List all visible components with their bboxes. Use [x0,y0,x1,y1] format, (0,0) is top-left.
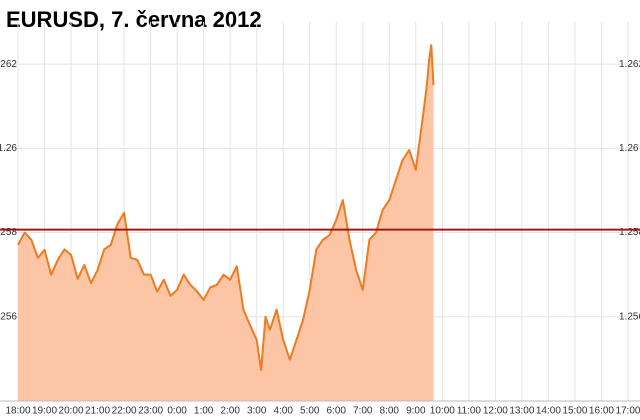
x-tick-label: 2:00 [220,406,240,417]
y2-tick-label: 1.262 [619,59,640,70]
x-tick-label: 22:00 [112,406,137,417]
x-tick-label: 9:00 [406,406,426,417]
x-tick-label: 1:00 [194,406,214,417]
x-tick-label: 12:00 [483,406,508,417]
x-tick-label: 11:00 [457,406,482,417]
x-tick-label: 23:00 [138,406,163,417]
x-tick-label: 14:00 [536,406,561,417]
x-tick-label: 5:00 [300,406,320,417]
y-tick-label: 1.262 [0,59,17,70]
x-tick-label: 0:00 [167,406,187,417]
x-tick-label: 3:00 [247,406,267,417]
area [18,45,434,401]
x-tick-label: 8:00 [380,406,400,417]
x-tick-label: 15:00 [562,406,587,417]
y-tick-label: 1.26 [0,143,17,154]
x-tick-label: 7:00 [353,406,373,417]
x-tick-label: 4:00 [273,406,293,417]
y2-tick-label: 1.256 [619,311,640,322]
x-tick-label: 13:00 [509,406,534,417]
y-tick-label: 1.256 [0,311,17,322]
y2-tick-label: 1.258 [619,227,640,238]
y2-tick-label: 1.26 [619,143,639,154]
x-tick-label: 10:00 [430,406,455,417]
x-tick-label: 6:00 [327,406,347,417]
line [17,44,435,371]
x-tick-label: 21:00 [85,406,110,417]
x-tick-label: 18:00 [5,406,30,417]
x-tick-label: 17:00 [615,406,640,417]
x-tick-label: 16:00 [589,406,614,417]
chart-title: EURUSD, 7. června 2012 [6,7,262,32]
x-tick-label: 20:00 [59,406,84,417]
x-tick-label: 19:00 [32,406,57,417]
y-tick-label: 1.258 [0,227,17,238]
